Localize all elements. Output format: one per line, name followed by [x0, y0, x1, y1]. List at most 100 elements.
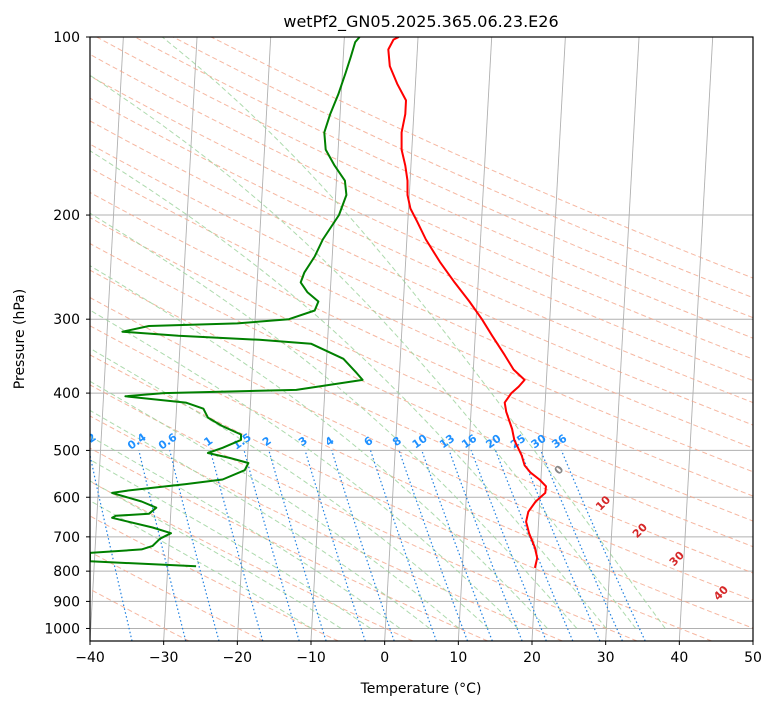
dry-adiabat-line: [90, 143, 753, 449]
mixing-ratio-label: 0.2: [75, 431, 98, 453]
isotherm-line: [752, 632, 753, 641]
mixing-ratio-label: 36: [549, 432, 569, 452]
moist-adiabat-label: 40: [711, 583, 731, 603]
y-tick-label: 800: [53, 564, 80, 580]
x-tick-label: −20: [223, 650, 253, 666]
isobar-gridlines: [90, 37, 753, 629]
temperature-profile-line: [387, 37, 547, 569]
mixing-ratio-label: 2: [260, 434, 274, 449]
mixing-ratio-line: [243, 450, 300, 641]
plot-area: 0.10.20.40.611.52346810131620253036-100-…: [28, 37, 753, 641]
mixing-ratio-label: 0.4: [125, 430, 149, 452]
plot-frame: [89, 36, 754, 642]
mixing-ratio-line: [138, 450, 187, 641]
moist-adiabat-line: [90, 309, 519, 629]
x-axis-ticks: −40 −30 −20 −10 0 10 20 30 40 50: [75, 641, 762, 666]
mixing-ratio-label: 4: [323, 434, 337, 449]
isotherm-gridlines: [90, 37, 753, 641]
dry-adiabat-line: [90, 97, 753, 404]
y-tick-label: 100: [53, 30, 80, 46]
x-axis-title: Temperature (°C): [360, 681, 482, 697]
dry-adiabat-line: [90, 325, 753, 629]
moist-adiabats: [90, 37, 666, 629]
moist-adiabat-line: [90, 212, 578, 629]
moist-adiabat-line: [90, 459, 371, 629]
mixing-ratio-label: 0.1: [28, 431, 51, 453]
mixing-ratio-line: [304, 450, 366, 641]
mixing-ratio-line: [398, 450, 469, 641]
moist-adiabat-line: [90, 150, 607, 629]
moist-adiabat-line: [90, 500, 312, 629]
mixing-ratio-label: 10: [410, 432, 430, 452]
y-tick-label: 300: [53, 312, 80, 328]
mixing-ratio-label: 8: [390, 434, 404, 449]
mixing-ratio-line: [209, 450, 264, 641]
isotherm-line: [605, 37, 640, 641]
x-tick-label: 30: [597, 650, 615, 666]
moist-adiabat-line: [161, 37, 666, 629]
dry-adiabat-line: [90, 269, 753, 574]
moist-adiabat-line: [90, 380, 460, 629]
chart-title: wetPf2_GN05.2025.365.06.23.E26: [283, 12, 558, 32]
y-tick-label: 400: [53, 386, 80, 402]
dry-adiabat-line: [90, 588, 190, 641]
mixing-ratio-line: [369, 450, 437, 641]
dry-adiabat-line: [90, 415, 563, 641]
moist-adiabat-line: [90, 74, 637, 629]
dry-adiabat-line: [90, 191, 753, 497]
moist-adiabat-line: [90, 435, 401, 629]
sounding-series: [90, 37, 547, 569]
mixing-ratio-label: 3: [296, 434, 310, 449]
dry-adiabat-line: [90, 120, 753, 426]
isotherm-line: [90, 37, 124, 641]
mixing-ratio-label: 1.5: [230, 431, 253, 453]
dry-adiabat-line: [90, 515, 339, 641]
moist-adiabat-label: 0: [552, 463, 567, 478]
dewpoint-profile-line: [90, 37, 364, 568]
moist-adiabat-label: 20: [630, 520, 650, 540]
dry-adiabat-line: [210, 37, 753, 279]
x-tick-label: −40: [75, 650, 105, 666]
mixing-ratio-line: [540, 450, 623, 641]
isotherm-line: [163, 37, 198, 641]
y-axis-title: Pressure (hPa): [12, 289, 28, 389]
x-tick-label: 10: [449, 650, 467, 666]
y-tick-label: 700: [53, 530, 80, 546]
y-axis-ticks: 100 200 300 400 500 600 700 800 900 1000: [44, 30, 90, 637]
x-tick-label: −30: [149, 650, 179, 666]
dry-adiabat-line: [96, 37, 753, 339]
dry-adiabats: [90, 37, 753, 641]
mixing-ratio-label: 6: [362, 434, 376, 449]
mixing-ratio-label: 1: [201, 434, 215, 449]
mixing-ratio-label: 0.6: [156, 430, 180, 452]
y-tick-label: 200: [53, 208, 80, 224]
mixing-ratio-lines: [90, 450, 646, 641]
dry-adiabat-line: [90, 480, 414, 641]
isotherm-line: [457, 37, 493, 641]
x-tick-label: 50: [744, 650, 762, 666]
x-tick-label: −10: [296, 650, 326, 666]
mixing-ratio-line: [519, 450, 601, 641]
mixing-ratio-line: [560, 450, 646, 641]
mixing-ratio-line: [331, 450, 395, 641]
y-tick-label: 900: [53, 594, 80, 610]
x-tick-label: 20: [523, 650, 541, 666]
moist-adiabat-line: [90, 409, 430, 629]
moist-adiabat-line: [90, 265, 548, 629]
dry-adiabat-line: [90, 384, 638, 641]
mixing-ratio-label: 16: [459, 432, 479, 452]
x-tick-label: 0: [380, 650, 389, 666]
dry-adiabat-line: [90, 53, 753, 360]
mixing-ratio-line: [268, 450, 327, 641]
y-tick-label: 600: [53, 490, 80, 506]
isotherm-line: [678, 37, 714, 641]
moist-adiabat-line: [90, 480, 342, 629]
mixing-ratio-label: 20: [483, 432, 503, 452]
dry-adiabat-line: [90, 242, 753, 548]
mixing-ratio-line: [169, 450, 220, 641]
y-tick-label: 1000: [44, 621, 80, 637]
y-tick-label: 500: [53, 443, 80, 459]
mixing-ratio-line: [90, 452, 133, 641]
isotherm-line: [384, 37, 419, 641]
